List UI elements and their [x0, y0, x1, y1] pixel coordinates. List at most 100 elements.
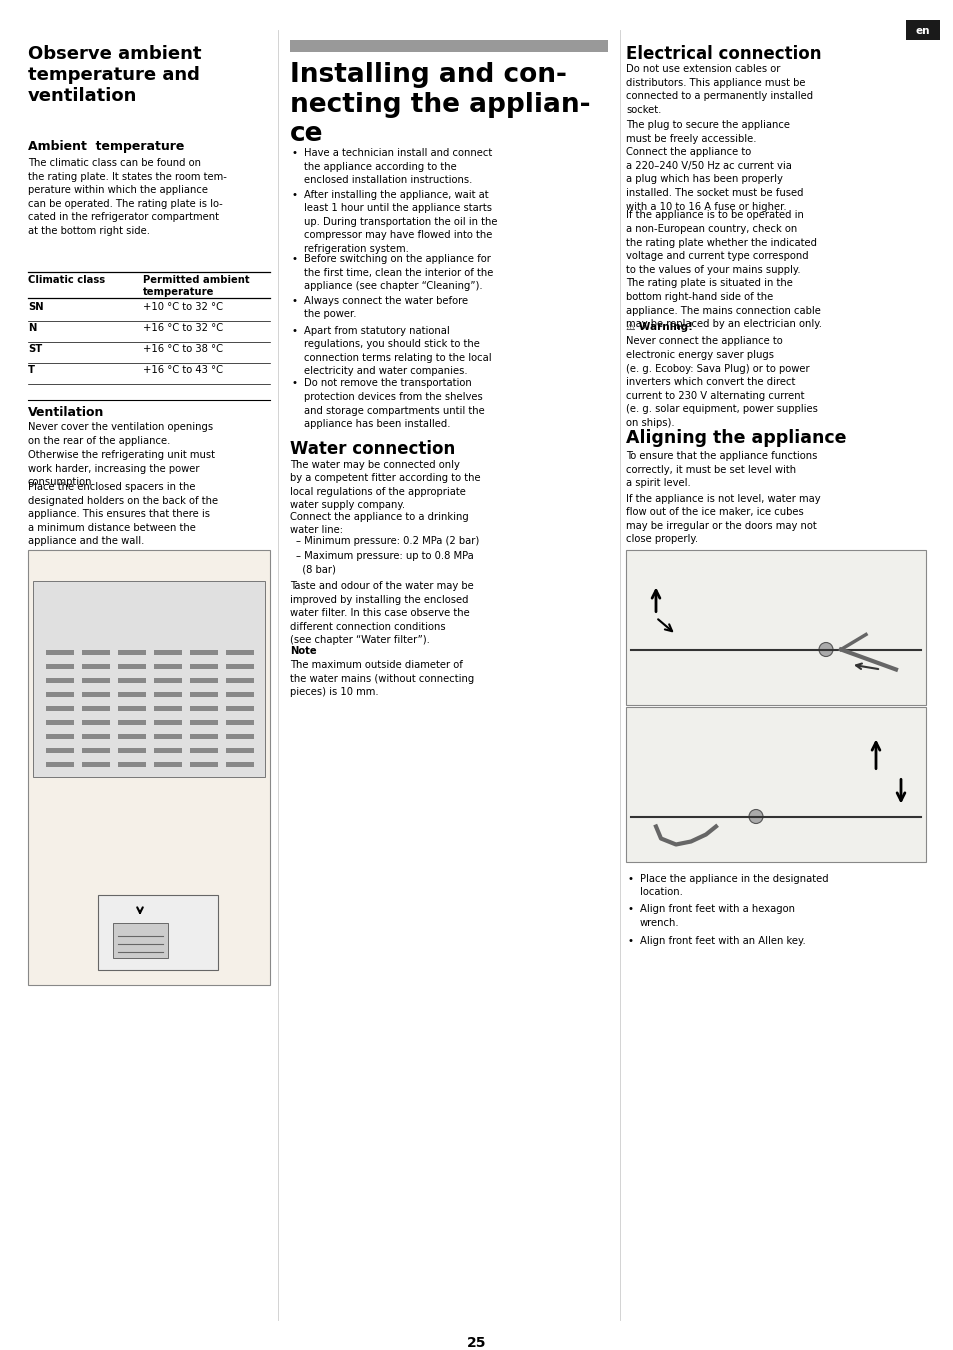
Bar: [226, 678, 253, 683]
Bar: [290, 40, 607, 53]
Text: Electrical connection: Electrical connection: [625, 45, 821, 63]
Text: Observe ambient
temperature and
ventilation: Observe ambient temperature and ventilat…: [28, 45, 201, 104]
Text: •: •: [292, 189, 297, 200]
Circle shape: [818, 643, 832, 656]
Bar: [226, 748, 253, 753]
Text: +16 °C to 43 °C: +16 °C to 43 °C: [143, 364, 223, 375]
Bar: [118, 748, 146, 753]
Bar: [82, 706, 110, 711]
Text: N: N: [28, 323, 36, 333]
Text: Permitted ambient
temperature: Permitted ambient temperature: [143, 275, 250, 297]
Text: The plug to secure the appliance
must be freely accessible.
Connect the applianc: The plug to secure the appliance must be…: [625, 120, 802, 212]
Bar: [46, 761, 74, 767]
Text: Have a technician install and connect
the appliance according to the
enclosed in: Have a technician install and connect th…: [304, 148, 492, 185]
Bar: [190, 734, 218, 738]
Bar: [226, 664, 253, 670]
Bar: [118, 734, 146, 738]
Text: Do not remove the transportation
protection devices from the shelves
and storage: Do not remove the transportation protect…: [304, 378, 484, 429]
Bar: [46, 693, 74, 697]
Text: Never connect the appliance to
electronic energy saver plugs
(e. g. Ecoboy: Sava: Never connect the appliance to electroni…: [625, 336, 817, 428]
Bar: [153, 748, 182, 753]
Text: Ambient  temperature: Ambient temperature: [28, 140, 184, 153]
Text: Otherwise the refrigerating unit must
work harder, increasing the power
consumpt: Otherwise the refrigerating unit must wo…: [28, 450, 214, 487]
Bar: [153, 720, 182, 725]
Text: Place the appliance in the designated
location.: Place the appliance in the designated lo…: [639, 873, 828, 898]
Text: en: en: [915, 26, 929, 36]
Bar: [226, 706, 253, 711]
Bar: [46, 706, 74, 711]
Bar: [82, 664, 110, 670]
Text: Connect the appliance to a drinking
water line:: Connect the appliance to a drinking wate…: [290, 512, 468, 535]
Bar: [625, 549, 925, 705]
Text: – Maximum pressure: up to 0.8 MPa
  (8 bar): – Maximum pressure: up to 0.8 MPa (8 bar…: [295, 551, 474, 575]
Bar: [153, 761, 182, 767]
Text: +10 °C to 32 °C: +10 °C to 32 °C: [143, 302, 223, 312]
Text: – Minimum pressure: 0.2 MPa (2 bar): – Minimum pressure: 0.2 MPa (2 bar): [295, 536, 478, 547]
Text: +16 °C to 32 °C: +16 °C to 32 °C: [143, 323, 223, 333]
Text: •: •: [292, 325, 297, 336]
Bar: [190, 720, 218, 725]
Text: Taste and odour of the water may be
improved by installing the enclosed
water fi: Taste and odour of the water may be impr…: [290, 580, 474, 645]
Bar: [46, 678, 74, 683]
Text: Note: Note: [290, 647, 316, 656]
Bar: [82, 649, 110, 655]
Text: Never cover the ventilation openings
on the rear of the appliance.: Never cover the ventilation openings on …: [28, 423, 213, 446]
Text: +16 °C to 38 °C: +16 °C to 38 °C: [143, 344, 223, 354]
Bar: [153, 706, 182, 711]
Text: If the appliance is not level, water may
flow out of the ice maker, ice cubes
ma: If the appliance is not level, water may…: [625, 494, 820, 544]
Bar: [153, 664, 182, 670]
Text: Climatic class: Climatic class: [28, 275, 105, 285]
Bar: [190, 693, 218, 697]
Text: After installing the appliance, wait at
least 1 hour until the appliance starts
: After installing the appliance, wait at …: [304, 189, 497, 254]
Bar: [226, 693, 253, 697]
Bar: [82, 720, 110, 725]
Text: Before switching on the appliance for
the first time, clean the interior of the
: Before switching on the appliance for th…: [304, 254, 493, 292]
Text: •: •: [292, 254, 297, 265]
Text: •: •: [292, 148, 297, 158]
Bar: [190, 664, 218, 670]
Bar: [118, 706, 146, 711]
Text: Always connect the water before
the power.: Always connect the water before the powe…: [304, 296, 468, 319]
Text: •: •: [292, 378, 297, 389]
Bar: [190, 748, 218, 753]
Bar: [82, 734, 110, 738]
Bar: [82, 761, 110, 767]
Text: If the appliance is to be operated in
a non-European country, check on
the ratin: If the appliance is to be operated in a …: [625, 211, 821, 329]
Circle shape: [748, 810, 762, 824]
Bar: [118, 649, 146, 655]
Text: The maximum outside diameter of
the water mains (without connecting
pieces) is 1: The maximum outside diameter of the wate…: [290, 660, 474, 697]
Bar: [625, 706, 925, 861]
Bar: [226, 649, 253, 655]
Text: •: •: [627, 904, 634, 914]
Bar: [118, 664, 146, 670]
Text: The climatic class can be found on
the rating plate. It states the room tem-
per: The climatic class can be found on the r…: [28, 158, 227, 236]
Bar: [153, 649, 182, 655]
Bar: [46, 748, 74, 753]
Bar: [190, 761, 218, 767]
Bar: [112, 923, 168, 958]
Text: Installing and con-
necting the applian-
ce: Installing and con- necting the applian-…: [290, 62, 590, 147]
Text: The water may be connected only
by a competent fitter according to the
local reg: The water may be connected only by a com…: [290, 459, 480, 510]
Text: Do not use extension cables or
distributors. This appliance must be
connected to: Do not use extension cables or distribut…: [625, 63, 812, 115]
Bar: [82, 693, 110, 697]
Text: •: •: [292, 296, 297, 305]
Bar: [118, 693, 146, 697]
Text: Water connection: Water connection: [290, 440, 455, 458]
Bar: [98, 895, 218, 971]
Bar: [33, 582, 265, 778]
Text: •: •: [627, 873, 634, 883]
Bar: [226, 734, 253, 738]
Bar: [905, 20, 939, 40]
Bar: [118, 761, 146, 767]
Bar: [153, 678, 182, 683]
Bar: [46, 734, 74, 738]
Bar: [153, 734, 182, 738]
Text: SN: SN: [28, 302, 44, 312]
Bar: [153, 693, 182, 697]
Bar: [82, 678, 110, 683]
Text: •: •: [627, 936, 634, 945]
Bar: [190, 678, 218, 683]
Text: T: T: [28, 364, 35, 375]
Text: ⚠ Warning!: ⚠ Warning!: [625, 323, 692, 332]
Text: ST: ST: [28, 344, 42, 354]
